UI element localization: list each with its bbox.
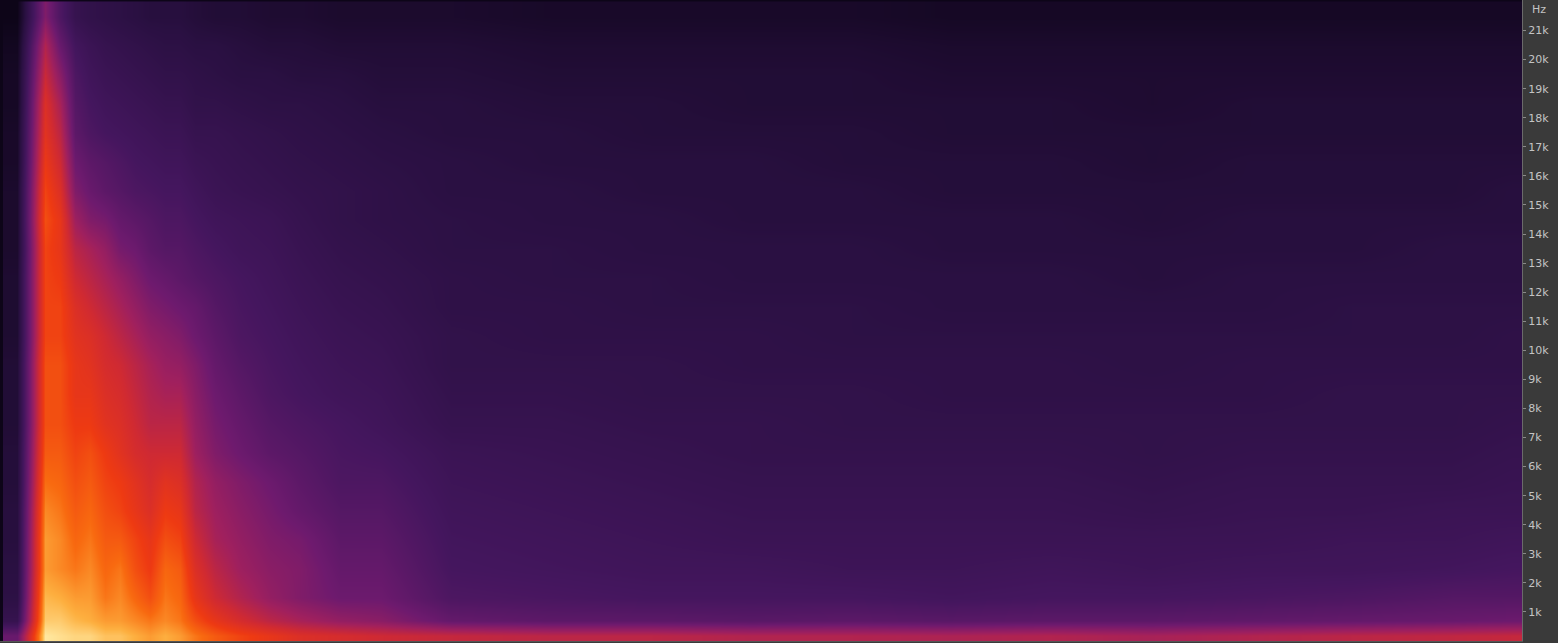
svg-text:14k: 14k — [1528, 228, 1549, 241]
svg-text:4k: 4k — [1528, 519, 1542, 532]
svg-text:11k: 11k — [1528, 315, 1549, 328]
svg-text:9k: 9k — [1528, 373, 1542, 386]
svg-text:Hz: Hz — [1532, 3, 1546, 16]
svg-text:17k: 17k — [1528, 141, 1549, 154]
svg-text:7k: 7k — [1528, 431, 1542, 444]
svg-text:10k: 10k — [1528, 344, 1549, 357]
svg-text:21k: 21k — [1528, 24, 1549, 37]
svg-text:16k: 16k — [1528, 170, 1549, 183]
svg-text:8k: 8k — [1528, 402, 1542, 415]
svg-text:13k: 13k — [1528, 257, 1549, 270]
svg-text:6k: 6k — [1528, 460, 1542, 473]
svg-text:1k: 1k — [1528, 606, 1542, 619]
svg-text:20k: 20k — [1528, 53, 1549, 66]
svg-text:5k: 5k — [1528, 490, 1542, 503]
svg-text:19k: 19k — [1528, 83, 1549, 96]
svg-text:12k: 12k — [1528, 286, 1549, 299]
svg-text:18k: 18k — [1528, 112, 1549, 125]
svg-text:2k: 2k — [1528, 577, 1542, 590]
svg-text:3k: 3k — [1528, 548, 1542, 561]
svg-text:15k: 15k — [1528, 199, 1549, 212]
